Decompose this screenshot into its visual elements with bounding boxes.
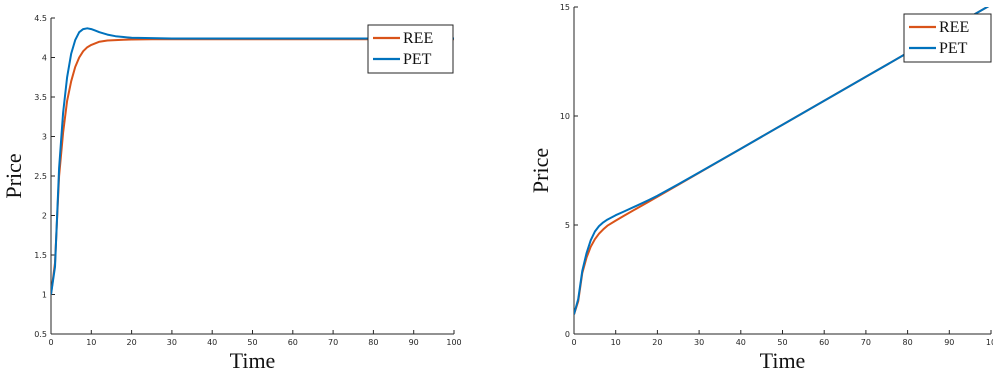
chart-1-y-tick-label: 2.5 <box>34 172 47 181</box>
chart-1-legend-box <box>367 24 454 74</box>
chart-1-legend-label-pet: PET <box>403 51 432 68</box>
chart-1-y-tick-label: 2 <box>42 212 47 221</box>
chart-1-x-tick-label: 10 <box>86 338 96 347</box>
chart-1-y-tick-label: 4.5 <box>34 14 47 23</box>
chart-2-x-tick-label: 50 <box>777 338 787 347</box>
chart-1-y-tick-label: 0.5 <box>34 330 47 339</box>
chart-2-y-tick-label: 10 <box>560 112 570 121</box>
chart-1-y-tick-label: 4 <box>42 54 47 63</box>
chart-2-y-tick-label: 15 <box>560 3 570 12</box>
chart-1-x-tick-label: 60 <box>288 338 298 347</box>
chart-2-x-tick-label: 0 <box>571 338 576 347</box>
chart-2: 010203040506070809010051015TimePriceREEP… <box>528 3 993 373</box>
chart-2-x-tick-label: 40 <box>736 338 746 347</box>
chart-1-x-tick-label: 80 <box>368 338 378 347</box>
chart-2-y-tick-label: 0 <box>565 330 570 339</box>
chart-2-legend-box <box>903 13 992 63</box>
chart-1-x-tick-label: 100 <box>446 338 461 347</box>
chart-1-x-tick-label: 0 <box>48 338 53 347</box>
chart-2-x-tick-label: 20 <box>652 338 662 347</box>
chart-1-x-tick-label: 90 <box>409 338 419 347</box>
chart-2-x-tick-label: 70 <box>861 338 871 347</box>
chart-1-legend-label-ree: REE <box>403 30 433 47</box>
chart-2-legend: REE PET <box>903 13 992 63</box>
chart-2-x-tick-label: 80 <box>903 338 913 347</box>
chart-1-series-pet-line <box>51 27 454 295</box>
chart-2-x-tick-label: 10 <box>986 338 993 347</box>
chart-1-y-tick-label: 1.5 <box>34 251 47 260</box>
chart-1-x-tick-label: 40 <box>207 338 217 347</box>
chart-1-x-tick-label: 70 <box>328 338 338 347</box>
chart-2-x-tick-label: 10 <box>611 338 621 347</box>
chart-1-y-tick-label: 1 <box>42 291 47 300</box>
chart-2-series-pet-line <box>574 7 990 315</box>
chart-2-y-axis-label: Price <box>528 148 553 193</box>
chart-2-y-tick-label: 5 <box>565 221 570 230</box>
chart-2-x-tick-label: 90 <box>944 338 954 347</box>
chart-1-x-tick-label: 20 <box>127 338 137 347</box>
chart-2-x-axis-label: Time <box>760 348 806 373</box>
chart-1-x-tick-label: 30 <box>167 338 177 347</box>
chart-2-x-tick-label: 60 <box>819 338 829 347</box>
chart-1-x-tick-label: 50 <box>247 338 257 347</box>
chart-2-legend-label-ree: REE <box>939 19 969 36</box>
chart-1: 0 10 20 30 40 50 60 70 80 90 100 0.5 1 1.5 2 2.5 3 3.5 4 4.… <box>1 14 462 373</box>
chart-1-x-axis-label: Time <box>230 348 276 373</box>
chart-2-x-tick-label: 30 <box>694 338 704 347</box>
chart-2-legend-label-pet: PET <box>939 40 968 57</box>
chart-1-y-axis-label: Price <box>1 153 26 198</box>
chart-1-y-tick-label: 3.5 <box>34 93 47 102</box>
chart-1-legend: REE PET <box>367 24 454 74</box>
chart-1-y-tick-label: 3 <box>42 133 47 142</box>
chart-1-series-ree-line <box>51 38 454 295</box>
